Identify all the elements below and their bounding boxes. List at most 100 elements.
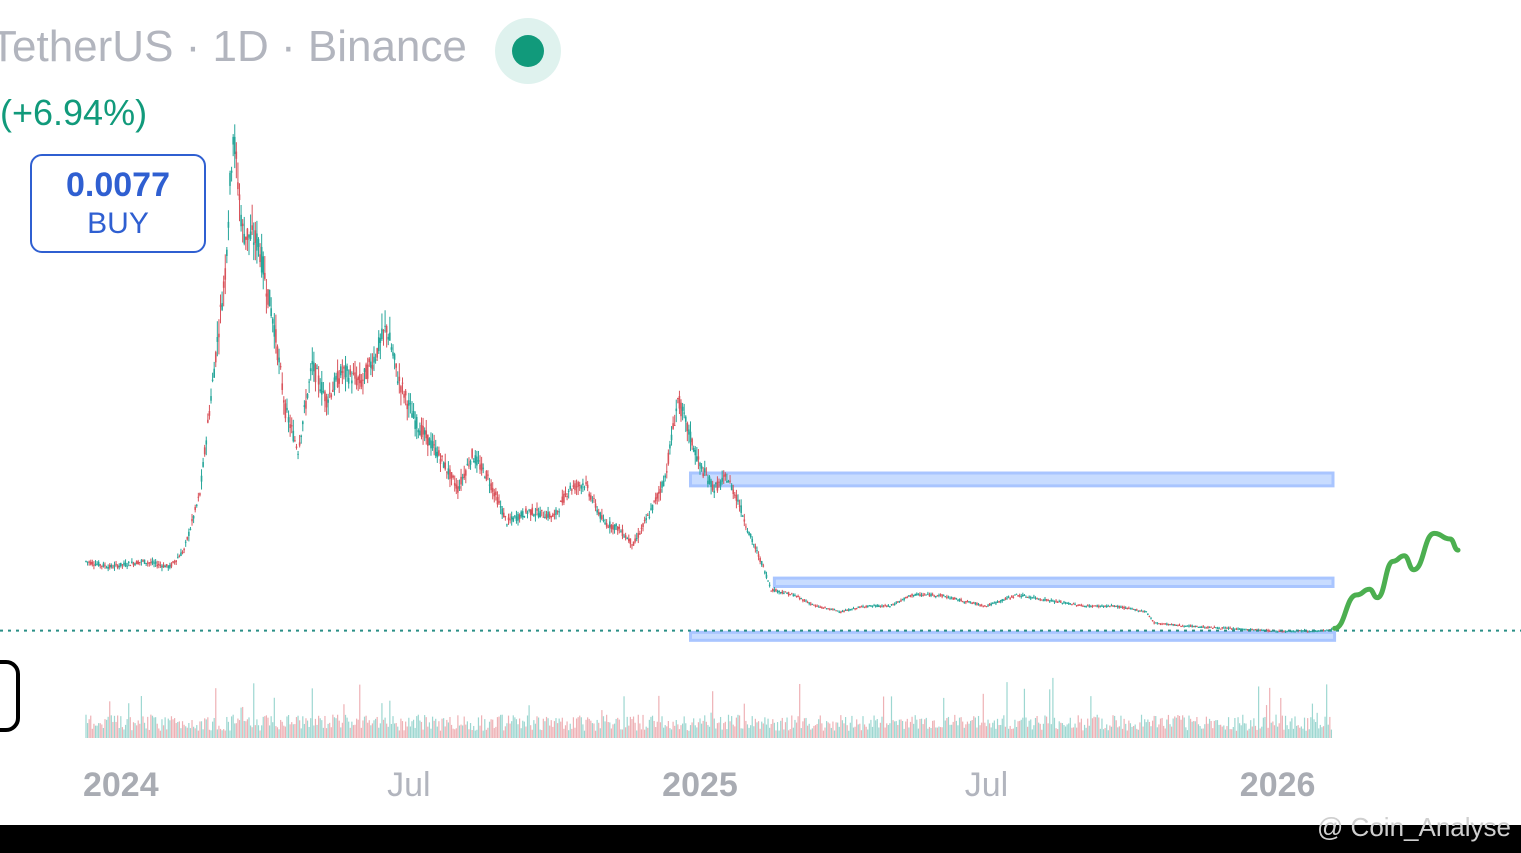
candle-body	[764, 571, 766, 574]
volume-bar	[488, 721, 491, 738]
volume-bar	[1240, 725, 1242, 738]
candle-body	[412, 411, 415, 419]
candle-body	[553, 513, 556, 516]
volume-bar	[1049, 689, 1051, 738]
candle-body	[957, 600, 959, 602]
volume-bar	[204, 718, 206, 738]
candle-body	[1173, 624, 1176, 626]
footer-bar	[0, 825, 1521, 853]
candle-body	[612, 525, 614, 530]
volume-bar	[856, 719, 858, 738]
candle-body	[618, 526, 621, 529]
volume-bar	[185, 726, 187, 738]
volume-bar	[362, 720, 364, 738]
candle-body	[1308, 631, 1311, 633]
volume-bar	[1210, 721, 1212, 738]
candle-body	[832, 609, 834, 611]
volume-bar	[1319, 724, 1321, 738]
candle-body	[920, 594, 923, 596]
volume-bar	[1026, 726, 1029, 738]
volume-bar	[1159, 718, 1162, 738]
candle-body	[1197, 626, 1200, 628]
candle-body	[1317, 630, 1320, 632]
candle-body	[803, 600, 806, 602]
volume-bar	[374, 718, 377, 738]
volume-bar	[346, 717, 348, 738]
candle-body	[194, 507, 196, 511]
volume-bar	[922, 724, 924, 738]
volume-bar	[174, 718, 176, 738]
volume-bar	[582, 724, 584, 738]
candle-body	[452, 475, 454, 478]
candle-body	[308, 381, 310, 383]
buy-button[interactable]: 0.0077 BUY	[30, 154, 206, 253]
candle-body	[1180, 625, 1182, 627]
candle-body	[105, 567, 108, 569]
candle-body	[1025, 596, 1027, 598]
volume-bar	[259, 730, 261, 738]
candle-body	[143, 559, 146, 564]
candle-body	[219, 304, 222, 307]
volume-bar	[281, 721, 283, 738]
volume-bar	[1019, 720, 1021, 738]
candle-body	[115, 563, 117, 565]
volume-bar	[142, 716, 144, 738]
volume-bar	[1034, 717, 1037, 738]
candle-body	[768, 584, 771, 586]
candle-body	[691, 438, 693, 446]
candle-body	[1069, 603, 1072, 605]
candle-body	[1164, 623, 1167, 625]
candle-body	[590, 495, 592, 500]
volume-bar	[1134, 724, 1136, 738]
volume-bar	[462, 725, 464, 738]
candle-body	[977, 603, 980, 605]
candle-body	[439, 458, 442, 464]
volume-bar	[354, 724, 356, 738]
candle-body	[254, 230, 257, 243]
candle-body	[431, 441, 434, 449]
candle-body	[257, 239, 260, 247]
candle-body	[425, 430, 428, 439]
volume-bar	[656, 721, 658, 738]
candle-body	[960, 599, 962, 602]
candle-body	[859, 606, 861, 608]
volume-bar	[1128, 720, 1130, 738]
volume-bar	[564, 725, 567, 738]
volume-bar	[1077, 715, 1079, 738]
candle-body	[153, 562, 155, 564]
candle-body	[795, 595, 798, 598]
candle-body	[637, 533, 640, 538]
volume-bar	[319, 718, 321, 738]
candle-body	[783, 593, 785, 595]
candle-body	[594, 503, 597, 508]
volume-bar	[169, 720, 171, 738]
volume-bar	[420, 721, 423, 738]
candle-body	[1143, 610, 1146, 612]
candle-body	[243, 233, 246, 244]
volume-bar	[713, 718, 715, 738]
volume-bar	[140, 696, 142, 738]
candle-body	[256, 233, 258, 251]
volume-bar	[1243, 723, 1245, 738]
volume-bar	[884, 727, 886, 738]
candle-body	[615, 524, 617, 527]
candle-body	[233, 136, 236, 155]
candle-body	[925, 594, 928, 596]
volume-bar	[528, 705, 530, 738]
volume-bar	[1101, 718, 1103, 738]
volume-bar	[607, 722, 609, 738]
candle-body	[504, 516, 507, 518]
candle-body	[327, 399, 329, 403]
candle-body	[648, 516, 651, 518]
volume-bar	[463, 716, 465, 738]
volume-bar	[1155, 716, 1157, 738]
volume-bar	[909, 721, 912, 738]
volume-bar	[143, 722, 146, 738]
candle-body	[112, 567, 114, 569]
x-tick-label: 2026	[1240, 766, 1316, 804]
volume-bar	[218, 725, 220, 738]
candle-body	[895, 602, 898, 604]
volume-bar	[330, 727, 332, 738]
candle-body	[1208, 627, 1211, 629]
